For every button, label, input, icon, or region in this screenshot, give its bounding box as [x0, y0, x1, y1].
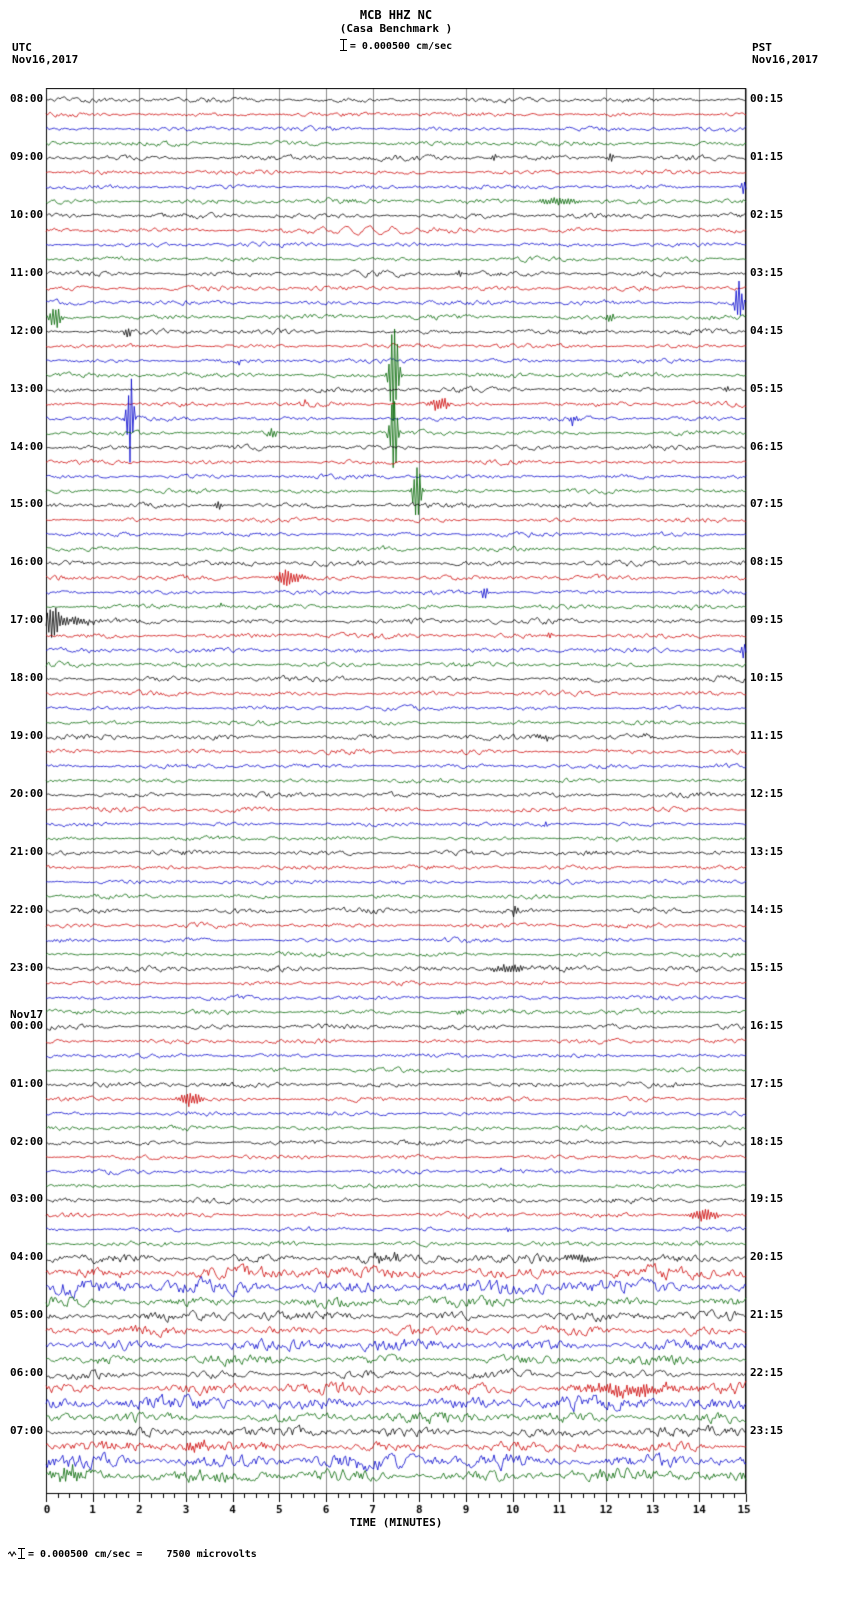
station-title: MCB HHZ NC [359, 8, 433, 22]
pst-header: PST Nov16,2017 [752, 42, 818, 66]
utc-time-label: 15:00 [10, 497, 44, 511]
utc-time-label: 12:00 [10, 323, 44, 337]
utc-time-label: 21:00 [10, 844, 44, 858]
pst-time-label: 11:15 [750, 729, 784, 743]
pst-time-label: 01:15 [750, 149, 784, 163]
utc-time-label: 22:00 [10, 902, 44, 916]
utc-header: UTC Nov16,2017 [12, 42, 78, 66]
utc-time-label: 01:00 [10, 1076, 44, 1090]
utc-date: Nov16,2017 [12, 53, 79, 66]
utc-time-label: 08:00 [10, 92, 44, 105]
pst-time-label: 02:15 [750, 207, 784, 221]
utc-time-label: 13:00 [10, 381, 44, 395]
pst-time-label: 15:15 [750, 960, 784, 974]
pst-time-label: 09:15 [750, 613, 784, 627]
station-subtitle: (Casa Benchmark ) [339, 22, 453, 35]
utc-timezone-label: UTC [12, 41, 32, 54]
pst-time-label: 18:15 [750, 1134, 784, 1148]
utc-time-label: 09:00 [10, 149, 44, 163]
pst-time-label: 08:15 [750, 555, 784, 569]
pst-time-label: 13:15 [750, 844, 784, 858]
pst-time-label: 14:15 [750, 902, 784, 916]
utc-time-label: 06:00 [10, 1366, 44, 1380]
pst-time-label: 03:15 [750, 265, 784, 279]
pst-time-label: 06:15 [750, 439, 784, 453]
utc-time-label: 17:00 [10, 613, 44, 627]
utc-time-label: 14:00 [10, 439, 44, 453]
scale-ibeam-icon [339, 39, 347, 51]
pst-time-label: 23:15 [750, 1424, 784, 1438]
pst-time-label: 10:15 [750, 671, 784, 685]
title-block: MCB HHZ NC (Casa Benchmark ) = 0.000500 … [41, 8, 751, 53]
pst-time-label: 00:15 [750, 92, 784, 105]
pst-date: Nov16,2017 [752, 53, 819, 66]
pst-time-label: 19:15 [750, 1192, 784, 1206]
utc-time-label: 02:00 [10, 1134, 44, 1148]
utc-time-label: 10:00 [10, 207, 44, 221]
scale-line: = 0.000500 cm/sec [41, 39, 751, 53]
utc-time-label: 16:00 [10, 555, 44, 569]
pst-time-label: 05:15 [750, 381, 784, 395]
utc-time-label: 04:00 [10, 1250, 44, 1264]
utc-time-label: Nov17 [10, 1007, 44, 1021]
utc-time-label: 23:00 [10, 960, 44, 974]
footer-ibeam-icon [18, 1548, 25, 1559]
utc-time-label: 19:00 [10, 729, 44, 743]
utc-time-label: 03:00 [10, 1192, 44, 1206]
x-axis-label: TIME (MINUTES) [349, 1516, 443, 1529]
utc-time-label: 20:00 [10, 787, 44, 801]
footer-scale-text: = 0.000500 cm/sec = 7500 microvolts [28, 1549, 257, 1560]
pst-time-label: 20:15 [750, 1250, 784, 1264]
pst-time-label: 21:15 [750, 1308, 784, 1322]
footer-scale-note: = 0.000500 cm/sec = 7500 microvolts [8, 1548, 257, 1560]
pst-time-label: 22:15 [750, 1366, 784, 1380]
trace-sample-icon [8, 1551, 17, 1557]
pst-time-label: 16:15 [750, 1018, 784, 1032]
pst-time-label: 04:15 [750, 323, 784, 337]
pst-time-label: 12:15 [750, 787, 784, 801]
utc-time-label: 00:00 [10, 1018, 44, 1032]
pst-time-label: 17:15 [750, 1076, 784, 1090]
seismogram-plot [41, 88, 751, 1528]
pst-timezone-label: PST [752, 41, 772, 54]
utc-time-label: 05:00 [10, 1308, 44, 1322]
scale-label: = 0.000500 cm/sec [349, 41, 453, 52]
utc-time-label: 07:00 [10, 1424, 44, 1438]
utc-time-label: 11:00 [10, 265, 44, 279]
pst-time-label: 07:15 [750, 497, 784, 511]
utc-time-label: 18:00 [10, 671, 44, 685]
